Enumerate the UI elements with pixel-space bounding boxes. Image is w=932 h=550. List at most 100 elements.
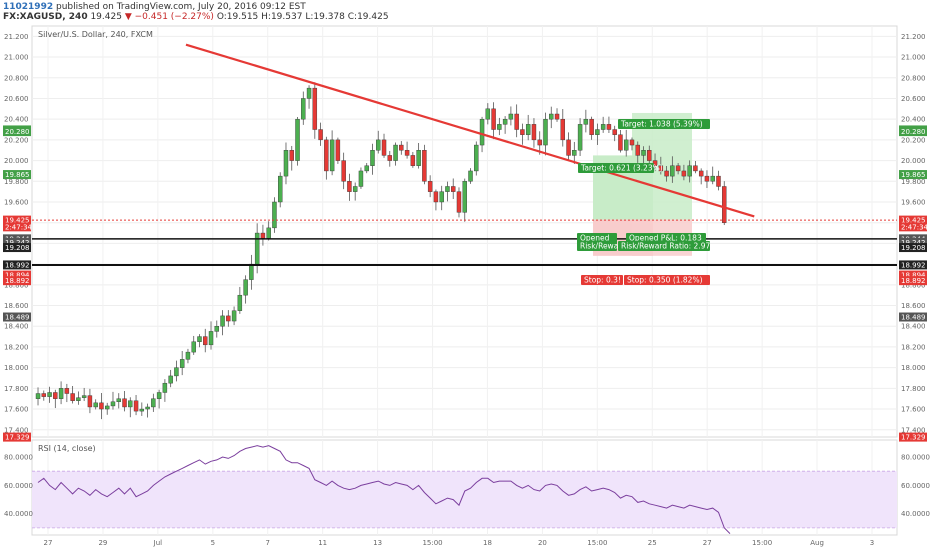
y-tick-label-left: 19.600	[4, 198, 29, 206]
y-tick-label-right: 20.800	[901, 74, 926, 82]
candle	[399, 144, 404, 151]
candle	[641, 150, 646, 156]
published-text: published on TradingView.com, July 20, 2…	[55, 2, 306, 12]
price-badge-right: 19.242	[901, 239, 926, 247]
candle	[283, 150, 289, 177]
stop-label-2-bg	[624, 275, 710, 285]
candle	[624, 139, 629, 151]
candle	[324, 139, 329, 172]
price-badge-right-bg	[899, 270, 927, 280]
candle	[612, 129, 617, 135]
candle	[560, 118, 566, 141]
y-tick-label-right: 20.200	[901, 136, 926, 144]
price-badge-left: 19.208	[5, 244, 30, 252]
candle	[381, 139, 387, 156]
candle	[174, 367, 179, 377]
candle	[318, 129, 323, 141]
candle	[635, 144, 640, 156]
candle	[554, 113, 560, 120]
candle	[647, 150, 652, 161]
author-name[interactable]: 11021992	[3, 2, 54, 12]
candle	[278, 175, 283, 203]
candle	[260, 232, 266, 239]
candle	[266, 227, 271, 239]
candle	[151, 398, 156, 408]
price-badge-right: 19.208	[901, 244, 926, 252]
x-tick-label: 15:00	[752, 539, 772, 547]
candle	[185, 351, 191, 360]
candle	[376, 139, 381, 151]
price-badge-left-bg	[3, 432, 31, 442]
candle	[393, 144, 398, 161]
price-badge-left-bg	[3, 222, 31, 232]
price-badge-right-bg	[899, 243, 927, 253]
candle	[41, 393, 47, 397]
y-tick-label-left: 20.200	[4, 136, 29, 144]
candle	[433, 191, 439, 203]
candle	[301, 98, 306, 120]
price-badge-right: 20.280	[901, 128, 926, 136]
candle	[525, 124, 531, 135]
candle	[531, 124, 537, 141]
price-badge-right-bg	[899, 432, 927, 442]
candle	[520, 129, 525, 135]
y-tick-label-left: 20.000	[4, 157, 29, 165]
candle	[681, 170, 687, 177]
candle	[329, 139, 335, 172]
y-tick-label-right: 21.200	[901, 33, 926, 41]
candle	[572, 150, 577, 156]
candle	[306, 87, 312, 99]
price-badge-left: 20.280	[5, 128, 30, 136]
candle	[168, 375, 173, 384]
price-badge-right-bg	[899, 222, 927, 232]
candle	[704, 175, 710, 182]
y-tick-label-left: 18.000	[4, 364, 29, 372]
candle	[577, 124, 583, 151]
trendline	[185, 43, 755, 218]
candle	[99, 402, 104, 410]
open-value: O:19.515	[216, 12, 259, 22]
y-tick-label-left: 21.200	[4, 33, 29, 41]
x-tick-label: 25	[648, 539, 657, 547]
candle	[439, 191, 444, 203]
candle	[491, 108, 496, 130]
candle	[214, 326, 220, 332]
candle	[104, 405, 110, 410]
y-tick-label-right: 17.400	[901, 426, 926, 434]
y-tick-label-right: 18.800	[901, 281, 926, 289]
y-tick-label-left: 18.600	[4, 302, 29, 310]
stop-label-1-bg	[581, 275, 623, 285]
rsi-tick-right: 80.0000	[901, 454, 930, 462]
candle	[254, 232, 260, 265]
rsi-tick-right: 40.0000	[901, 510, 930, 518]
y-tick-label-left: 19.800	[4, 178, 29, 186]
y-tick-label-left: 17.600	[4, 406, 29, 414]
candle	[543, 118, 548, 146]
candle	[179, 359, 185, 368]
y-tick-label-left: 17.800	[4, 385, 29, 393]
y-tick-label-right: 19.800	[901, 178, 926, 186]
x-tick-label: 27	[703, 539, 712, 547]
candle	[427, 181, 433, 192]
price-badge-right: 17.329	[901, 434, 926, 442]
price-badge-left-bg	[3, 312, 31, 322]
y-tick-label-left: 20.800	[4, 74, 29, 82]
x-tick-label: 15:00	[587, 539, 607, 547]
price-badge-left-bg	[3, 170, 31, 180]
candle	[595, 129, 600, 135]
rsi-tick-left: 60.0000	[4, 482, 33, 490]
candle	[485, 108, 491, 120]
chart-title: Silver/U.S. Dollar, 240, FXCM	[38, 30, 153, 39]
price-badge-right-bg	[899, 276, 927, 286]
candle	[145, 406, 150, 410]
risk-reward-label-1-bg	[577, 241, 617, 251]
x-tick-label: 5	[211, 539, 215, 547]
candle	[347, 181, 352, 192]
price-badge-left: 2:47:34	[5, 223, 33, 231]
candle	[220, 315, 225, 327]
stop-label-2: Stop: 0.350 (1.82%)	[627, 276, 703, 285]
x-tick-label: Aug	[810, 539, 824, 547]
y-tick-label-left: 18.200	[4, 343, 29, 351]
candle	[341, 160, 346, 182]
